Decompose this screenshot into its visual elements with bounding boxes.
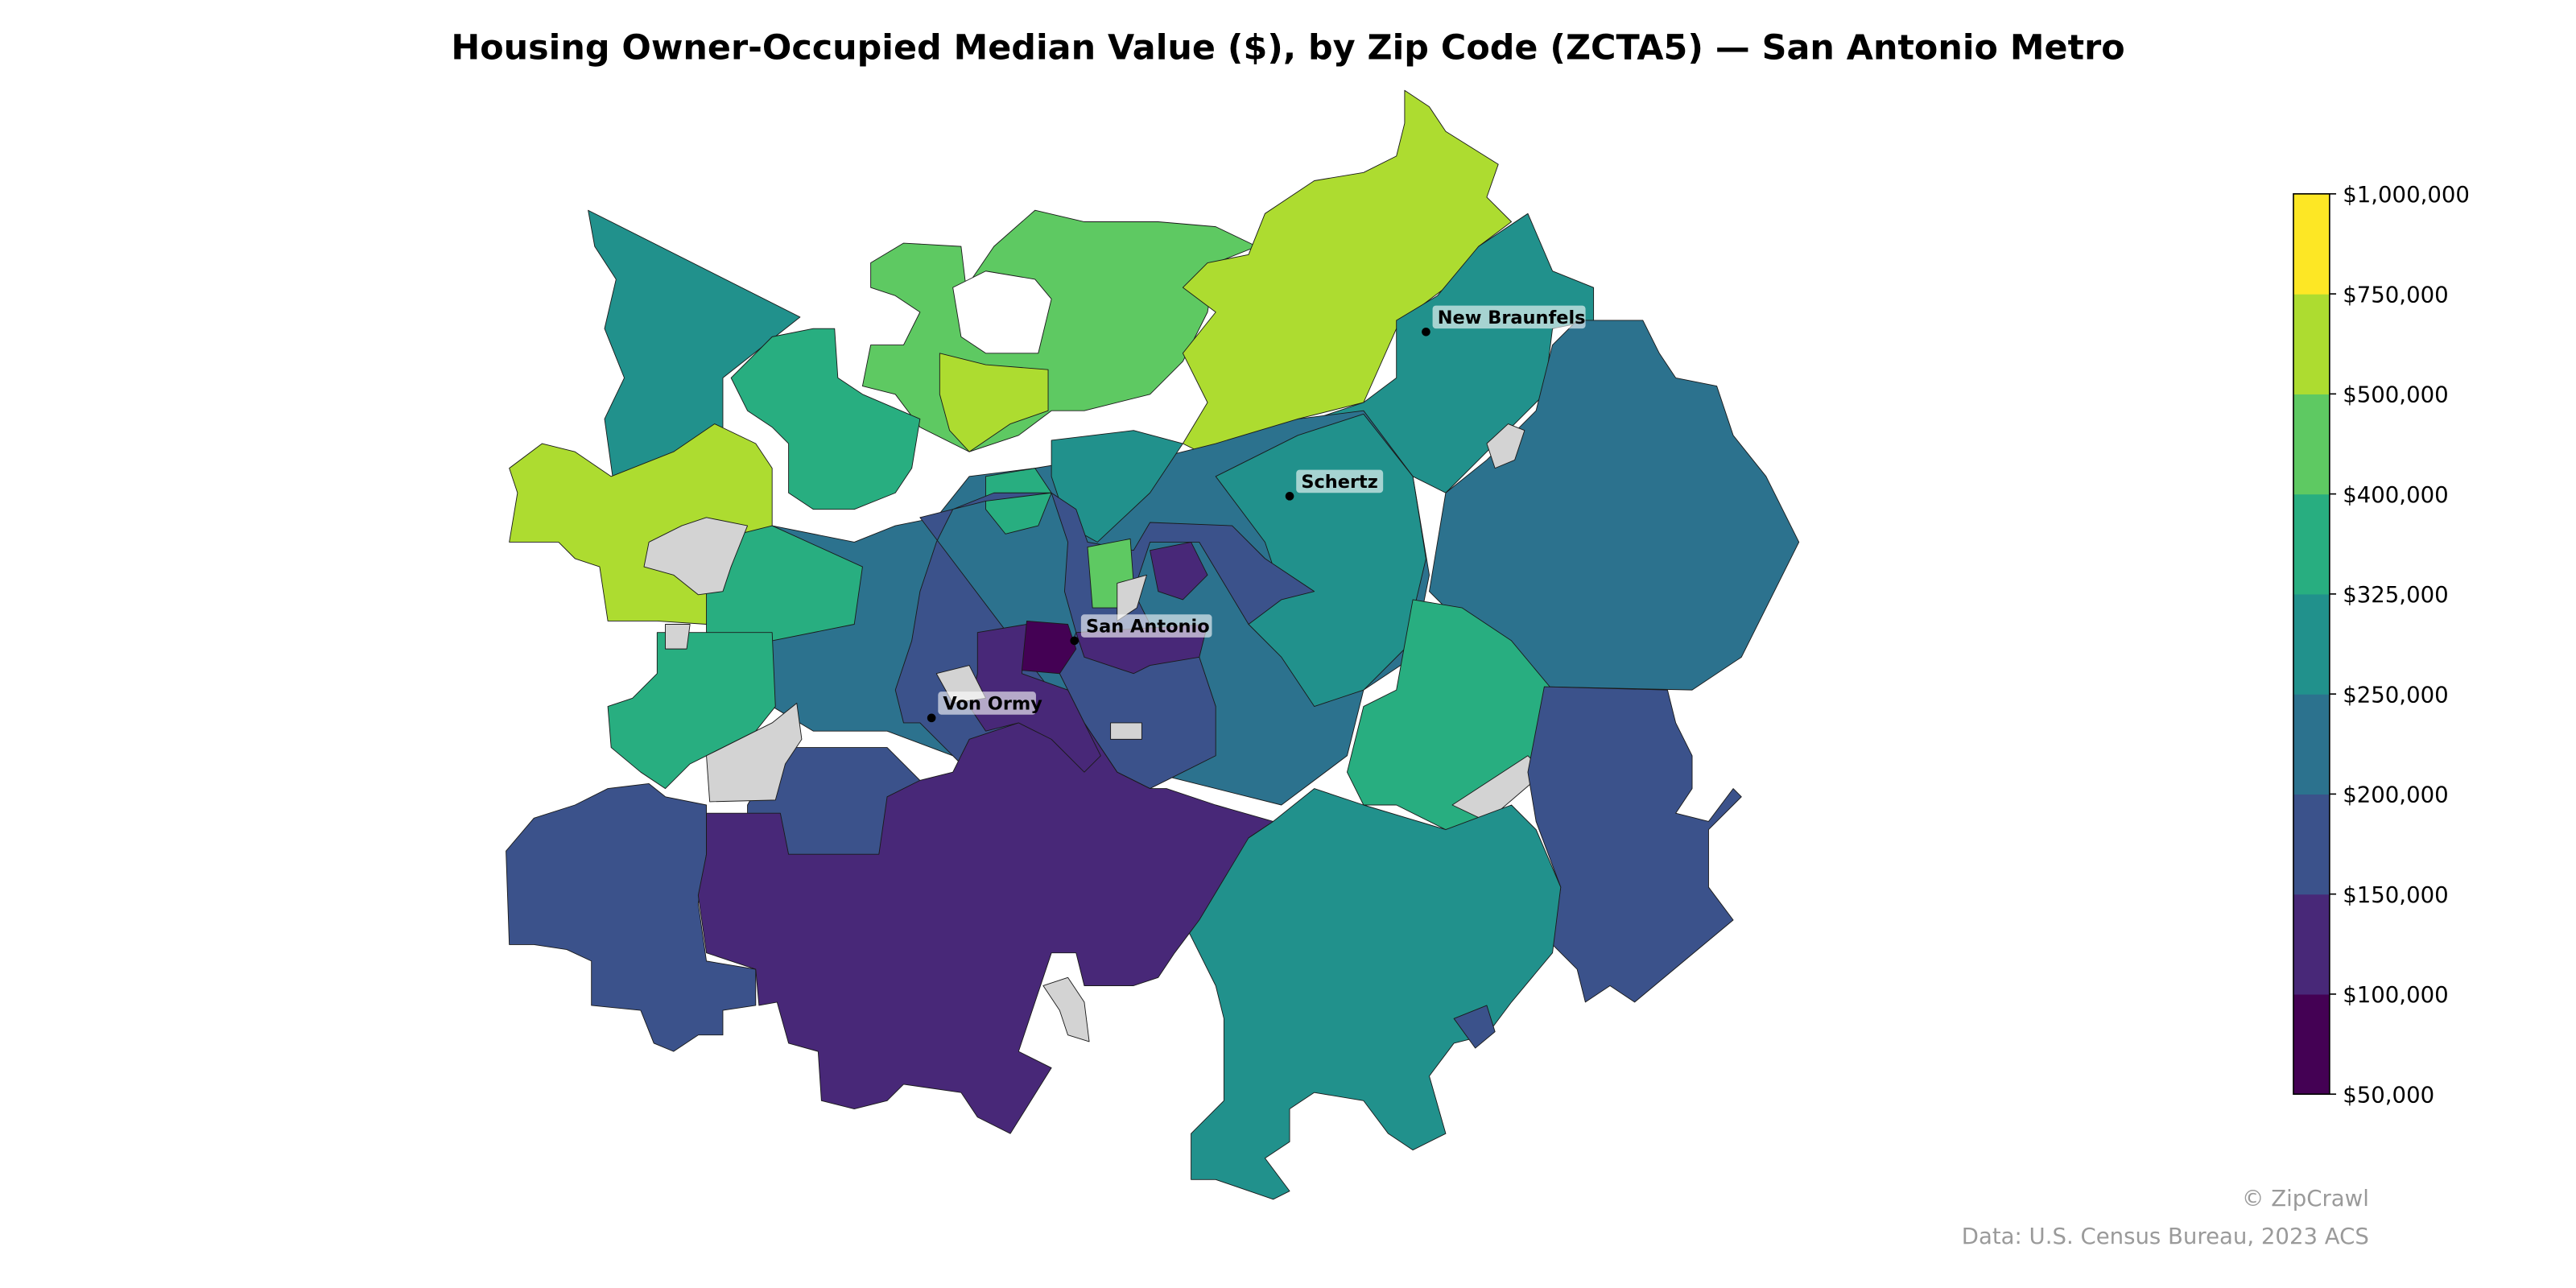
city-label: Schertz [1301, 472, 1378, 493]
map-title: Housing Owner-Occupied Median Value ($),… [451, 27, 2124, 68]
city-dot [927, 713, 936, 723]
zcta-region [861, 209, 1257, 452]
city-label: San Antonio [1086, 617, 1210, 638]
city-label-bg [1432, 305, 1586, 329]
colorbar-segment [2293, 894, 2330, 995]
colorbar-segment [2293, 294, 2330, 394]
colorbar-segment [2293, 493, 2330, 595]
zcta-region [1453, 1005, 1496, 1049]
colorbar-frame [2293, 193, 2330, 1095]
zcta-region [939, 353, 1049, 452]
no-data-region [1117, 574, 1147, 621]
colorbar-tick-label: $400,000 [2343, 482, 2448, 508]
zcta-region [985, 468, 1052, 535]
zcta-region [1150, 542, 1208, 601]
city-label-bg [1296, 469, 1384, 493]
city-label-bg [1080, 614, 1212, 638]
colorbar-tick-label: $500,000 [2343, 382, 2448, 408]
colorbar-segment [2293, 593, 2330, 695]
zcta-region [1021, 620, 1077, 675]
colorbar-segment [2293, 193, 2330, 295]
zcta-region [1527, 686, 1742, 1003]
zcta-region [588, 209, 801, 502]
colorbar-segment [2293, 694, 2330, 795]
city-label: New Braunfels [1438, 308, 1586, 328]
city-marker: New Braunfels [1422, 305, 1586, 336]
colorbar-segment [2293, 993, 2330, 1095]
city-label-bg [938, 691, 1036, 715]
colorbar-segment [2293, 794, 2330, 895]
colorbar-tick-label: $150,000 [2343, 882, 2448, 908]
city-dot [1285, 492, 1294, 501]
city-marker: Von Ormy [927, 691, 1042, 723]
no-data-region [1042, 976, 1090, 1042]
zcta-region [952, 270, 1052, 354]
no-data-region [643, 517, 749, 596]
city-marker: San Antonio [1070, 614, 1212, 646]
no-data-region [1486, 423, 1525, 469]
zcta-region [1051, 430, 1183, 543]
credit-text: © ZipCrawl [2242, 1186, 2369, 1212]
no-data-region [706, 703, 803, 803]
city-marker: Schertz [1285, 469, 1384, 501]
colorbar-tick-label: $200,000 [2343, 782, 2448, 808]
city-dot [1422, 327, 1430, 336]
zcta-regions [506, 89, 1800, 1200]
colorbar-tick-label: $250,000 [2343, 682, 2448, 708]
colorbar: $50,000 $100,000 $150,000 $200,000 $250,000 $… [2293, 182, 2470, 1108]
no-data-region [665, 624, 691, 650]
zcta-region [730, 328, 921, 510]
colorbar-tick-label: $100,000 [2343, 982, 2448, 1008]
colorbar-tick-label: $1,000,000 [2343, 182, 2470, 208]
zcta-region [506, 783, 757, 1052]
zcta-region [697, 706, 1274, 1134]
zcta-region [607, 632, 776, 790]
no-data-region [1110, 722, 1142, 740]
colorbar-tick-label: $325,000 [2343, 582, 2448, 608]
colorbar-tick-label: $750,000 [2343, 282, 2448, 308]
city-labels: New Braunfels Schertz San Antonio Von Ormy [927, 305, 1586, 723]
colorbar-tick-label: $50,000 [2343, 1082, 2434, 1108]
city-label: Von Ormy [943, 694, 1042, 715]
source-text: Data: U.S. Census Bureau, 2023 ACS [1962, 1224, 2369, 1249]
city-dot [1070, 636, 1080, 646]
colorbar-segment [2293, 394, 2330, 495]
zcta-region [1182, 788, 1562, 1200]
